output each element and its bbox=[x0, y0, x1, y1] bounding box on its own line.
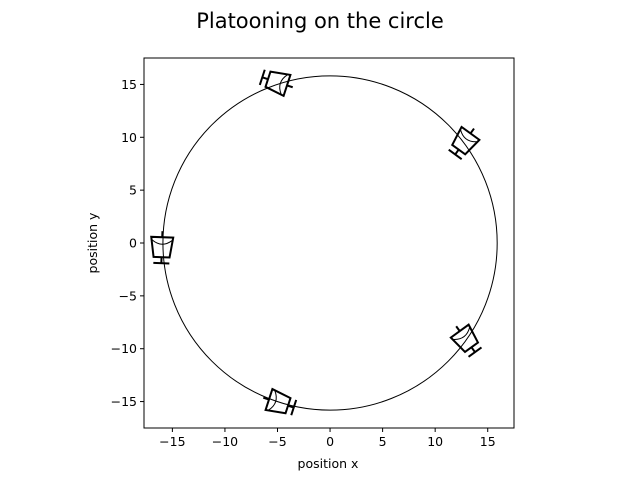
y-tick-label: 5 bbox=[129, 183, 137, 198]
x-tick-label: 0 bbox=[326, 434, 334, 449]
car-front-axle bbox=[448, 148, 463, 160]
car-front-axle bbox=[258, 69, 269, 86]
car-body bbox=[450, 125, 481, 156]
y-tick-label: −10 bbox=[111, 341, 137, 356]
car-body bbox=[264, 70, 292, 98]
x-tick-label: −15 bbox=[159, 434, 185, 449]
y-tick-label: 0 bbox=[129, 236, 137, 251]
data-marks bbox=[150, 69, 498, 416]
car-rear-hitch bbox=[286, 84, 294, 89]
car-marker-1 bbox=[258, 69, 294, 98]
car-marker-5 bbox=[449, 323, 483, 358]
car-windshield bbox=[460, 129, 477, 143]
x-tick-label: 5 bbox=[379, 434, 387, 449]
car-front-axle bbox=[467, 346, 483, 358]
x-tick-label: −10 bbox=[212, 434, 238, 449]
car-rear-hitch bbox=[469, 127, 475, 134]
y-tick-label: −15 bbox=[111, 394, 137, 409]
axes-frame bbox=[143, 57, 515, 429]
chart-title: Platooning on the circle bbox=[196, 9, 444, 33]
trajectory-circle bbox=[162, 75, 498, 411]
car-front-axle bbox=[153, 257, 170, 265]
y-tick-label: 15 bbox=[121, 77, 137, 92]
x-tick-label: −5 bbox=[268, 434, 286, 449]
car-body bbox=[150, 235, 175, 259]
car-body bbox=[264, 387, 292, 415]
car-windshield bbox=[151, 239, 173, 245]
car-rear-hitch bbox=[262, 396, 270, 401]
car-body bbox=[449, 323, 480, 354]
x-tick-label: 15 bbox=[480, 434, 496, 449]
y-tick-label: −5 bbox=[119, 288, 137, 303]
car-marker-2 bbox=[448, 125, 481, 160]
car-windshield bbox=[268, 390, 277, 411]
y-tick-label: 10 bbox=[121, 130, 137, 145]
plot-area: −15 −10 −5 0 5 10 15 −15 −10 −5 0 5 10 15 bbox=[111, 57, 515, 449]
car-rear-hitch bbox=[455, 325, 461, 332]
car-windshield bbox=[279, 74, 288, 95]
y-axis-label: position y bbox=[85, 212, 100, 273]
x-tick-label: 10 bbox=[427, 434, 443, 449]
car-front-axle bbox=[287, 399, 298, 416]
x-axis-label: position x bbox=[298, 456, 359, 471]
car-marker-3 bbox=[150, 231, 175, 265]
car-marker-4 bbox=[262, 387, 298, 416]
car-windshield bbox=[453, 327, 471, 340]
